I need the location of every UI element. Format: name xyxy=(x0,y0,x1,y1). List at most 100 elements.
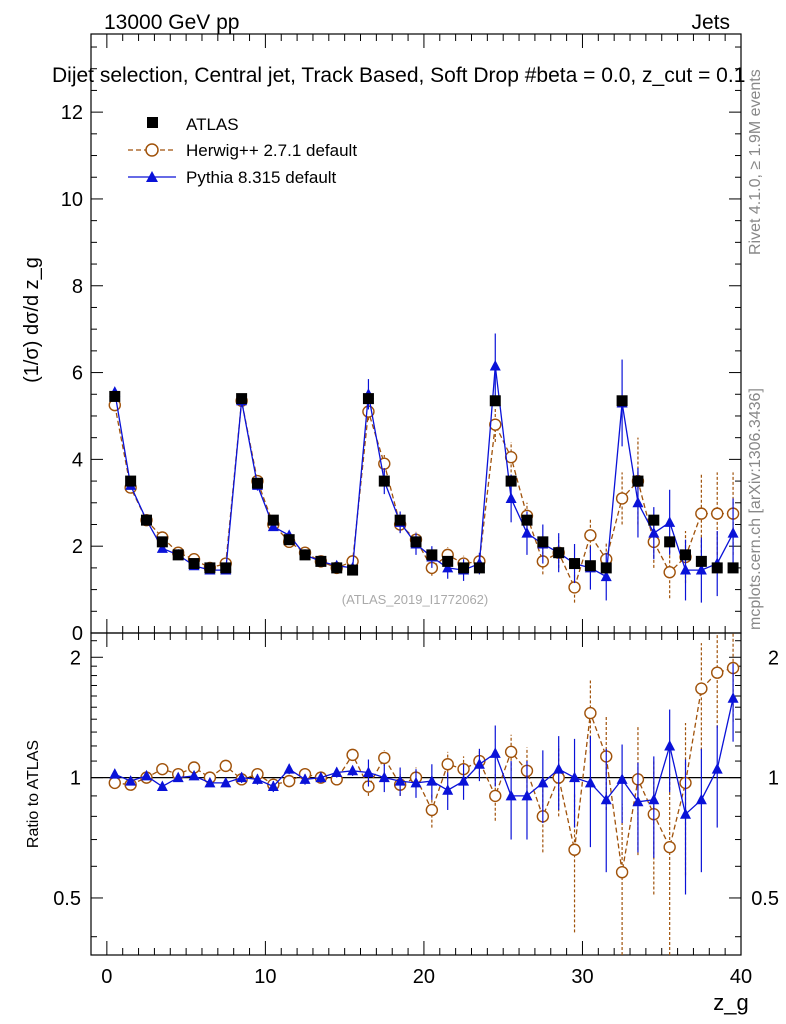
main-atlas-point xyxy=(489,395,501,407)
main-herwig-point xyxy=(489,418,502,431)
main-atlas-point xyxy=(537,536,549,548)
main-series xyxy=(108,333,740,603)
x-tick-label: 20 xyxy=(413,966,435,988)
main-herwig-point xyxy=(711,507,724,520)
energy-label: 13000 GeV pp xyxy=(104,11,239,34)
ratio-pythia-point xyxy=(251,773,263,784)
ratio-y-tick-label: 0.5 xyxy=(53,888,81,910)
main-herwig-point xyxy=(568,581,581,594)
ratio-series xyxy=(108,633,740,955)
main-herwig-line xyxy=(114,400,734,590)
main-atlas-point xyxy=(220,562,232,574)
main-atlas-point xyxy=(140,514,152,526)
main-pythia-line xyxy=(114,366,734,578)
x-tick-label: 40 xyxy=(730,966,752,988)
ratio-y-label: Ratio to ATLAS xyxy=(25,740,42,848)
ratio-pythia-point xyxy=(236,771,248,783)
main-atlas-point xyxy=(188,558,200,570)
main-pythia-point xyxy=(505,492,517,503)
ratio-herwig-point xyxy=(489,789,502,803)
main-pythia-point xyxy=(664,516,676,527)
ratio-pythia-point xyxy=(505,789,517,801)
legend-herwig-marker xyxy=(145,143,159,157)
ratio-herwig-series xyxy=(108,633,740,955)
ratio-pythia-point xyxy=(378,771,390,783)
ratio-herwig-point xyxy=(219,759,232,773)
main-pythia-point xyxy=(489,360,501,371)
main-pythia-point xyxy=(521,527,533,538)
legend-pythia-marker xyxy=(146,171,158,182)
ratio-herwig-point xyxy=(711,666,724,679)
main-atlas-point xyxy=(109,390,121,402)
ratio-herwig-point xyxy=(156,762,169,776)
ratio-frame xyxy=(90,632,742,956)
ratio-pythia-point xyxy=(299,773,311,784)
main-atlas-point xyxy=(315,555,327,567)
ratio-pythia-point xyxy=(584,776,596,788)
main-herwig-point xyxy=(615,492,629,505)
ratio-pythia-point xyxy=(553,763,565,774)
ratio-y-tick-label-right: 2 xyxy=(768,647,779,669)
ratio-pythia-point xyxy=(680,808,692,819)
ratio-pythia-point xyxy=(648,793,660,805)
ratio-pythia-series xyxy=(109,663,739,895)
main-herwig-point xyxy=(584,529,597,542)
ratio-panel: 0.5 0.5 1 1 2 2 0 10 20 30 40 Ratio to ATLAS z_g xyxy=(25,632,779,1015)
x-axis-label: z_g xyxy=(713,990,748,1015)
ratio-herwig-point xyxy=(663,840,676,854)
legend-pythia: Pythia 8.315 default xyxy=(128,168,337,187)
main-herwig-series xyxy=(108,394,740,603)
ratio-herwig-point xyxy=(568,843,581,856)
main-atlas-point xyxy=(426,549,438,561)
ratio-herwig-point xyxy=(378,751,391,765)
main-atlas-point xyxy=(711,562,723,574)
main-y-tick-label: 0 xyxy=(72,623,83,645)
main-atlas-point xyxy=(251,477,263,489)
main-pythia-point xyxy=(727,527,739,538)
main-pythia-series xyxy=(109,333,739,603)
main-atlas-point xyxy=(442,555,454,567)
ratio-pythia-point xyxy=(362,766,374,777)
main-x-ticks xyxy=(106,34,742,633)
main-atlas-point xyxy=(569,558,581,570)
main-pythia-point xyxy=(156,542,168,553)
x-tick-label: 10 xyxy=(254,966,276,988)
ratio-pythia-point xyxy=(489,747,501,758)
main-herwig-point xyxy=(663,566,676,579)
main-pythia-point xyxy=(267,520,279,532)
main-atlas-point xyxy=(584,560,596,572)
ratio-pythia-point xyxy=(426,775,438,786)
ratio-pythia-point xyxy=(347,764,359,776)
main-atlas-point xyxy=(695,555,707,567)
ratio-pythia-point xyxy=(521,789,533,801)
main-atlas-point xyxy=(458,562,470,574)
main-atlas-point xyxy=(727,562,739,574)
main-atlas-point xyxy=(521,514,533,526)
main-pythia-point xyxy=(648,527,660,538)
ratio-herwig-point xyxy=(504,745,518,759)
main-atlas-point xyxy=(648,514,660,526)
main-pythia-point xyxy=(632,496,644,508)
selection-label: Dijet selection, Central jet, Track Base… xyxy=(52,64,745,87)
ratio-pythia-point xyxy=(172,771,184,783)
main-atlas-point xyxy=(156,536,168,548)
ratio-pythia-point xyxy=(473,758,485,769)
ratio-pythia-point xyxy=(458,775,470,786)
ratio-y-tick-label: 1 xyxy=(70,768,81,790)
ratio-herwig-point xyxy=(425,803,439,817)
main-panel: 0 2 4 6 8 10 12 (ATLAS_2019_I1772062) (1/σ) dσ… xyxy=(21,33,742,645)
main-pythia-point xyxy=(680,564,692,575)
main-atlas-point xyxy=(680,549,692,561)
ratio-pythia-point xyxy=(331,766,343,777)
ratio-pythia-line xyxy=(114,698,734,816)
ratio-y-tick-label-right: 1 xyxy=(768,768,779,790)
ratio-pythia-point xyxy=(220,776,232,788)
ratio-y-tick-label: 2 xyxy=(70,647,81,669)
main-y-tick-label: 6 xyxy=(72,363,83,385)
legend-atlas: ATLAS xyxy=(147,115,239,134)
ratio-pythia-point xyxy=(125,775,137,786)
main-y-axis: 0 2 4 6 8 10 12 xyxy=(61,46,741,645)
main-y-tick-label: 10 xyxy=(61,189,83,211)
category-label: Jets xyxy=(691,11,730,34)
